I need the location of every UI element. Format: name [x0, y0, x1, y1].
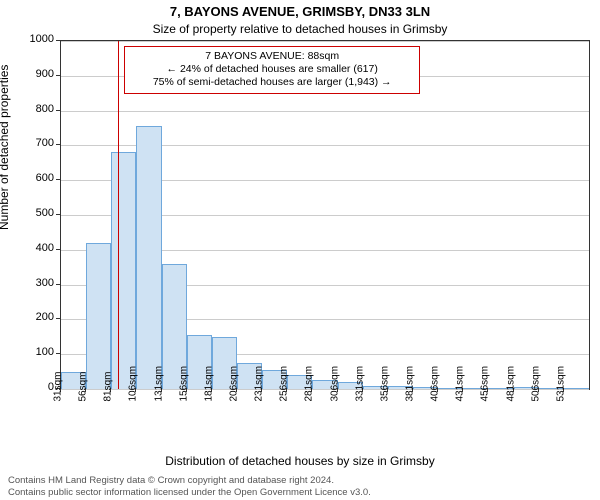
y-tick	[56, 214, 60, 215]
y-tick	[56, 144, 60, 145]
subject-marker-line	[118, 41, 119, 389]
annotation-line: ← 24% of detached houses are smaller (61…	[131, 63, 413, 76]
footer-line-1: Contains HM Land Registry data © Crown c…	[8, 475, 592, 486]
y-tick-label: 600	[4, 172, 54, 184]
histogram-bar	[111, 152, 136, 389]
y-tick-label: 100	[4, 346, 54, 358]
plot-area: 7 BAYONS AVENUE: 88sqm← 24% of detached …	[60, 40, 590, 390]
footer-line-2: Contains public sector information licen…	[8, 487, 592, 498]
footer-attribution: Contains HM Land Registry data © Crown c…	[8, 475, 592, 498]
y-tick-label: 300	[4, 277, 54, 289]
histogram-bar	[136, 126, 161, 389]
y-tick-label: 400	[4, 242, 54, 254]
histogram-bar	[564, 388, 589, 389]
gridline	[61, 111, 589, 112]
y-tick	[56, 179, 60, 180]
chart-title: 7, BAYONS AVENUE, GRIMSBY, DN33 3LN	[0, 4, 600, 19]
y-tick-label: 0	[4, 381, 54, 393]
annotation-line: 75% of semi-detached houses are larger (…	[131, 76, 413, 89]
y-tick-label: 800	[4, 103, 54, 115]
y-tick-label: 500	[4, 207, 54, 219]
chart-subtitle: Size of property relative to detached ho…	[0, 22, 600, 36]
x-axis-label: Distribution of detached houses by size …	[0, 454, 600, 468]
y-tick-label: 700	[4, 137, 54, 149]
y-tick	[56, 284, 60, 285]
y-tick	[56, 110, 60, 111]
y-tick-label: 1000	[4, 33, 54, 45]
y-tick-label: 900	[4, 68, 54, 80]
y-tick	[56, 40, 60, 41]
annotation-line: 7 BAYONS AVENUE: 88sqm	[131, 50, 413, 63]
y-tick	[56, 318, 60, 319]
y-tick-label: 200	[4, 311, 54, 323]
y-tick	[56, 75, 60, 76]
gridline	[61, 41, 589, 42]
histogram-bar	[86, 243, 111, 389]
y-tick	[56, 353, 60, 354]
y-tick	[56, 249, 60, 250]
annotation-box: 7 BAYONS AVENUE: 88sqm← 24% of detached …	[124, 46, 420, 93]
